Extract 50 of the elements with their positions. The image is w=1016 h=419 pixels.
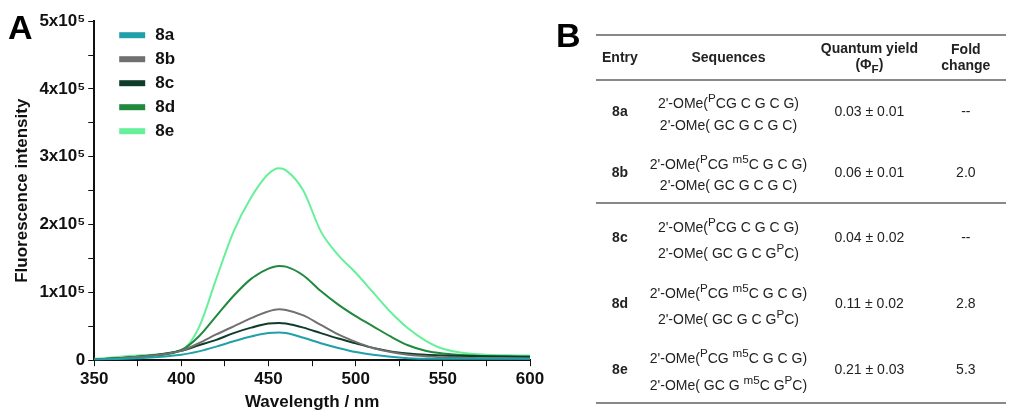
text: 8b <box>610 163 630 183</box>
text: 2'-OMe( GC G C G$^{P}$C) <box>656 240 801 264</box>
text: 2.0 <box>955 163 977 183</box>
y-axis-title: Fluorescence intensity <box>11 98 31 283</box>
x-tick-label: 500 <box>341 369 370 389</box>
text: -- <box>960 228 972 248</box>
text: -- <box>960 102 972 122</box>
y-tick-label: 4x10⁵ <box>39 78 86 98</box>
x-tick-label: 400 <box>167 369 196 389</box>
text: 2'-OMe( GC G $^{m5}$C G$^{P}$C) <box>649 372 808 395</box>
text: 0.03 ± 0.01 <box>833 102 906 122</box>
text: 8a <box>611 102 629 122</box>
y-tick-label: 5x10⁵ <box>39 10 86 30</box>
text: Sequences <box>690 48 767 68</box>
text: 2'-OMe( GC G C G C) <box>658 115 799 135</box>
text: 0.04 ± 0.02 <box>833 228 906 248</box>
legend-label: 8e <box>155 120 175 140</box>
text: 8c <box>611 228 629 248</box>
legend-label: 8b <box>155 48 176 68</box>
text: Fold change <box>940 40 992 76</box>
x-tick-label: 350 <box>80 369 109 389</box>
text: 2'-OMe($^{P}$CG $^{m5}$C G C G) <box>649 150 808 174</box>
y-tick-label: 1x10⁵ <box>39 282 86 302</box>
chart-title: A <box>8 8 33 47</box>
x-axis-title: Wavelength / nm <box>244 392 380 412</box>
x-tick-label: 600 <box>515 369 545 389</box>
text: 2'-OMe( GC G C G C) <box>658 176 799 196</box>
legend-label: 8d <box>155 96 176 116</box>
text: Quantum yield (Φ$_{F}$) <box>819 39 919 77</box>
text: 2'-OMe($^{P}$CG C G C G) <box>656 89 801 113</box>
y-tick-label: 3x10⁵ <box>39 146 86 166</box>
y-tick-label: 2x10⁵ <box>39 214 86 234</box>
x-tick-label: 450 <box>254 369 283 389</box>
text: 2'-OMe( GC G C G$^{P}$C) <box>656 306 801 329</box>
text: Entry <box>601 48 639 68</box>
legend-label: 8a <box>155 24 175 44</box>
text: 0.21 ± 0.03 <box>833 360 906 380</box>
text: 0.11 ± 0.02 <box>833 294 905 314</box>
text: 0.06 ± 0.01 <box>833 163 906 183</box>
text: 5.3 <box>955 360 977 380</box>
text: B <box>556 15 582 56</box>
text: 2'-OMe($^{P}$CG $^{m5}$C G C G) <box>649 279 808 303</box>
text: 8e <box>611 360 629 380</box>
x-tick-label: 550 <box>428 369 458 389</box>
y-tick-label: 0 <box>75 349 86 369</box>
text: 2.8 <box>955 294 977 314</box>
text: 2'-OMe($^{P}$CG C G C G) <box>656 213 801 237</box>
text: 8d <box>610 294 630 314</box>
legend-label: 8c <box>155 72 175 92</box>
text: 2'-OMe($^{P}$CG $^{m5}$C G C G) <box>649 345 808 369</box>
